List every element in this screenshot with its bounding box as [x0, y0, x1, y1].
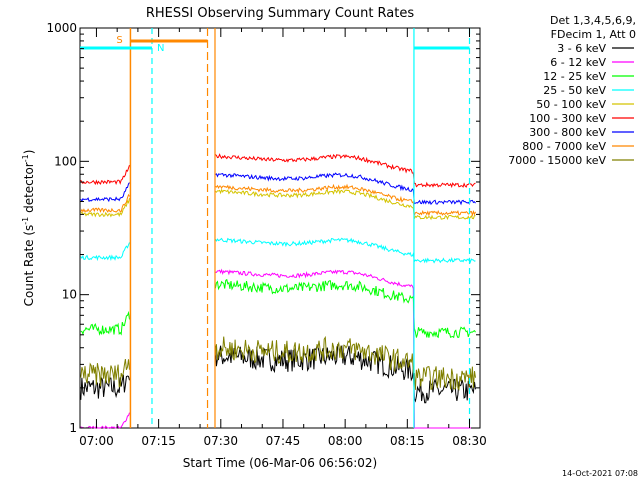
legend-label: 100 - 300 keV [529, 112, 606, 125]
ticks-layer: 07:00 07:15 07:30 07:45 08:00 08:15 08:30 1 10 10… [46, 21, 486, 448]
series-2 [80, 278, 476, 339]
series-line [214, 237, 476, 264]
legend-label: 50 - 100 keV [536, 98, 606, 111]
series-line [80, 310, 130, 336]
series-line [80, 193, 130, 213]
series-line [215, 268, 476, 429]
series-line [214, 335, 476, 391]
timestamp: 14-Oct-2021 07:08 [562, 469, 638, 478]
series-line [214, 278, 476, 339]
x-tick-label: 07:30 [203, 434, 238, 448]
series-8 [80, 335, 476, 391]
y-tick-label: 100 [54, 154, 77, 168]
legend-label: 25 - 50 keV [543, 84, 606, 97]
legend-label: 300 - 800 keV [529, 126, 606, 139]
series-6 [80, 172, 476, 206]
x-tick-label: 08:00 [328, 434, 363, 448]
x-tick-label: 08:30 [452, 434, 487, 448]
plot-frame [79, 27, 481, 429]
legend-label: 6 - 12 keV [550, 56, 606, 69]
series-line [215, 153, 476, 189]
legend-header-1: Det 1,3,4,5,6,9, [550, 14, 636, 27]
data-layer [80, 153, 476, 429]
legend-label: 7000 - 15000 keV [508, 154, 606, 167]
series-line [215, 183, 476, 217]
x-tick-label: 07:45 [266, 434, 301, 448]
series-5 [80, 153, 476, 189]
saa-label: S [116, 35, 122, 46]
x-tick-label: 08:15 [390, 434, 425, 448]
chart-title: RHESSI Observing Summary Count Rates [146, 6, 415, 21]
series-4 [80, 188, 476, 221]
markers-layer: SN [80, 28, 471, 428]
series-line [215, 188, 476, 221]
series-3 [80, 237, 476, 264]
x-tick-label: 07:00 [79, 434, 114, 448]
series-line [80, 242, 130, 262]
series-line [215, 172, 476, 206]
y-tick-label: 1 [69, 421, 77, 435]
series-line [80, 164, 130, 186]
series-line [80, 359, 130, 388]
legend-header-2: FDecim 1, Att 0 [551, 28, 636, 41]
y-tick-label: 10 [62, 288, 77, 302]
series-line [80, 412, 130, 429]
series-1 [80, 268, 476, 429]
x-tick-label: 07:15 [141, 434, 176, 448]
series-line [80, 197, 130, 218]
legend-label: 800 - 7000 keV [522, 140, 606, 153]
y-tick-label: 1000 [46, 21, 77, 35]
legend: Det 1,3,4,5,6,9, FDecim 1, Att 0 3 - 6 k… [508, 14, 636, 167]
legend-label: 12 - 25 keV [543, 70, 606, 83]
x-axis-label: Start Time (06-Mar-06 06:56:02) [183, 456, 377, 470]
legend-label: 3 - 6 keV [557, 42, 606, 55]
series-line [80, 182, 130, 203]
series-7 [80, 183, 476, 217]
night-label: N [157, 43, 164, 54]
y-axis-label: Count Rate (s-1 detector-1) [21, 150, 36, 307]
